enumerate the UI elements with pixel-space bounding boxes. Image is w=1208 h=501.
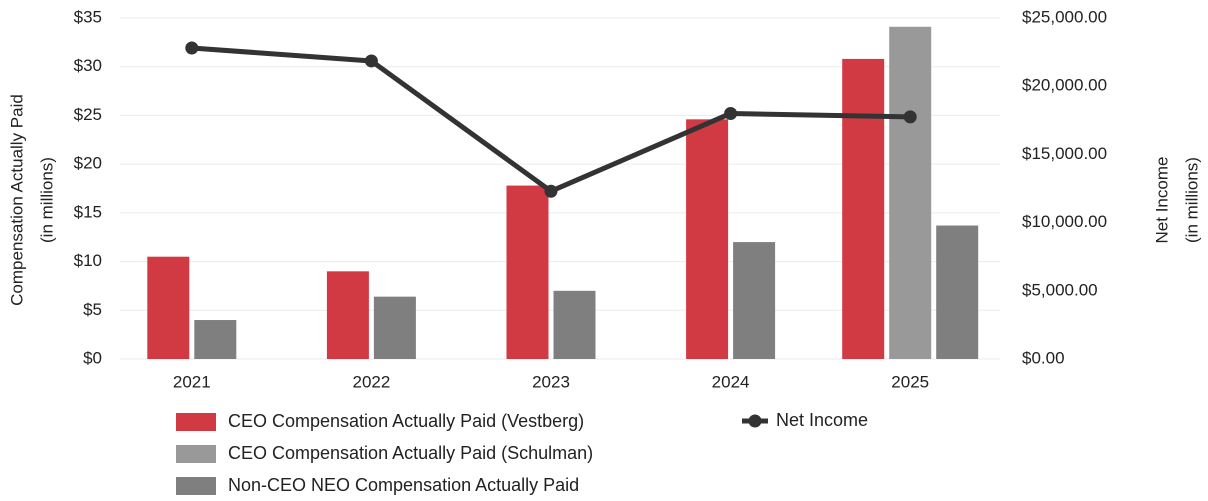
y2-tick-label: $25,000.00	[1022, 7, 1107, 26]
line-marker	[724, 106, 738, 120]
y2-tick-label: $10,000.00	[1022, 212, 1107, 231]
x-tick-label: 2023	[532, 372, 570, 391]
legend-swatch	[176, 477, 216, 495]
x-tick-label: 2022	[352, 372, 390, 391]
y2-tick-label: $15,000.00	[1022, 144, 1107, 163]
y-tick-label: $35	[74, 7, 102, 26]
legend-label: Net Income	[776, 410, 868, 430]
legend-label: Non-CEO NEO Compensation Actually Paid	[228, 475, 579, 495]
x-tick-label: 2021	[173, 372, 211, 391]
y2-tick-label: $5,000.00	[1022, 280, 1098, 299]
legend: CEO Compensation Actually Paid (Vestberg…	[176, 410, 868, 495]
x-tick-label: 2025	[891, 372, 929, 391]
y2-axis-label: (in millions)	[1182, 157, 1201, 243]
legend-label: CEO Compensation Actually Paid (Vestberg…	[228, 411, 584, 431]
y-tick-label: $30	[74, 56, 102, 75]
y2-tick-label: $0.00	[1022, 348, 1065, 367]
bar	[686, 119, 729, 359]
legend-label: CEO Compensation Actually Paid (Schulman…	[228, 443, 593, 463]
bar	[194, 320, 237, 359]
legend-swatch	[748, 414, 762, 428]
bar	[326, 271, 369, 359]
y-tick-label: $15	[74, 202, 102, 221]
y-axis-label: Compensation Actually Paid	[7, 94, 26, 306]
y-axis-label: (in millions)	[37, 157, 56, 243]
line-marker	[544, 184, 558, 198]
y-tick-label: $5	[83, 300, 102, 319]
y2-axis-label: Net Income	[1152, 157, 1171, 244]
y-tick-label: $10	[74, 251, 102, 270]
line-marker	[185, 41, 199, 55]
bar	[733, 242, 776, 359]
y2-tick-label: $20,000.00	[1022, 76, 1107, 95]
line-marker	[903, 110, 917, 124]
y-tick-label: $25	[74, 105, 102, 124]
bar	[553, 290, 596, 359]
bar	[506, 185, 549, 359]
bar	[147, 256, 190, 359]
legend-swatch	[176, 413, 216, 431]
x-tick-label: 2024	[712, 372, 750, 391]
legend-swatch	[176, 445, 216, 463]
line-marker	[364, 54, 378, 68]
y-tick-label: $0	[83, 348, 102, 367]
line	[191, 45, 911, 194]
bar	[373, 296, 416, 359]
bar	[842, 58, 885, 360]
bar	[936, 225, 979, 359]
y-tick-label: $20	[74, 154, 102, 173]
bar	[889, 26, 932, 359]
